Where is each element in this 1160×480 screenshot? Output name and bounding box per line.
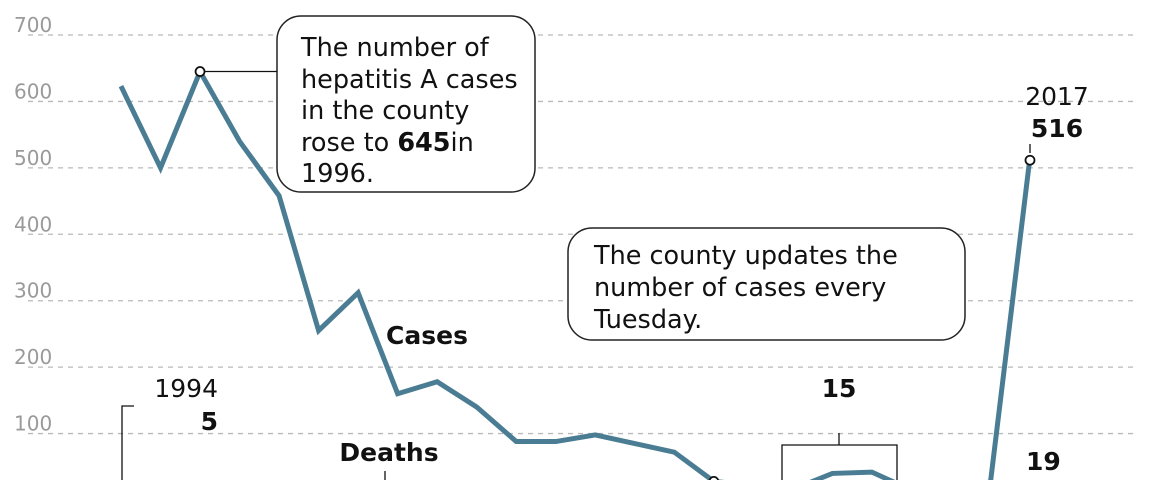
cases-series-line bbox=[118, 65, 1033, 480]
series-lines bbox=[118, 65, 1033, 480]
peak-note-line-2: hepatitis A cases bbox=[301, 65, 518, 95]
update-annotation-bubble bbox=[567, 227, 966, 341]
update-note-line-2: number of cases every bbox=[594, 273, 886, 303]
y-tick-label-300: 300 bbox=[14, 279, 52, 303]
end-year-label: 2017 bbox=[1025, 82, 1089, 111]
peak-annotation-bubble bbox=[276, 15, 536, 193]
bracket-value-label: 15 bbox=[822, 374, 857, 403]
update-note-line-3: Tuesday. bbox=[593, 305, 702, 335]
end-marker bbox=[1024, 154, 1036, 166]
bracket-annotation: 15 bbox=[781, 374, 898, 480]
update-annotation: The county updates the number of cases e… bbox=[567, 227, 966, 341]
deaths-end-value-label: 19 bbox=[1026, 447, 1061, 476]
peak-note-prefix: rose to bbox=[301, 128, 397, 158]
y-tick-label-600: 600 bbox=[14, 79, 52, 103]
peak-note-value: 645 bbox=[397, 128, 450, 158]
y-axis-ticks: 700 600 500 400 300 200 100 0 bbox=[14, 13, 52, 480]
end-value-label: 516 bbox=[1031, 114, 1083, 143]
peak-note-line-1: The number of bbox=[300, 33, 490, 63]
start-annotation: 1994 5 bbox=[121, 374, 218, 480]
end-annotation: 2017 516 bbox=[1025, 82, 1089, 153]
y-tick-label-400: 400 bbox=[14, 212, 52, 236]
deaths-label-group: Deaths bbox=[339, 438, 439, 480]
peak-marker bbox=[194, 66, 206, 77]
start-leader-line bbox=[121, 405, 134, 480]
y-tick-label-500: 500 bbox=[14, 146, 52, 170]
y-tick-label-700: 700 bbox=[14, 13, 52, 37]
peak-note-line-5: 1996. bbox=[301, 159, 374, 189]
start-value-label: 5 bbox=[201, 407, 218, 436]
y-tick-label-100: 100 bbox=[14, 412, 52, 436]
data-markers bbox=[194, 66, 1036, 480]
update-note-line-1: The county updates the bbox=[593, 241, 898, 271]
peak-note-line-3: in the county bbox=[301, 96, 469, 126]
peak-note-line-4: rose to 645in bbox=[301, 128, 474, 158]
peak-annotation: The number of hepatitis A cases in the c… bbox=[204, 15, 536, 193]
deaths-series-label: Deaths bbox=[339, 438, 438, 467]
y-tick-label-200: 200 bbox=[14, 345, 52, 369]
cases-series-label: Cases bbox=[386, 321, 468, 350]
start-year-label: 1994 bbox=[154, 374, 218, 403]
bracket-start-marker bbox=[708, 476, 720, 480]
peak-note-suffix: in bbox=[451, 128, 474, 158]
y-tick-label-0: 0 bbox=[14, 478, 27, 480]
